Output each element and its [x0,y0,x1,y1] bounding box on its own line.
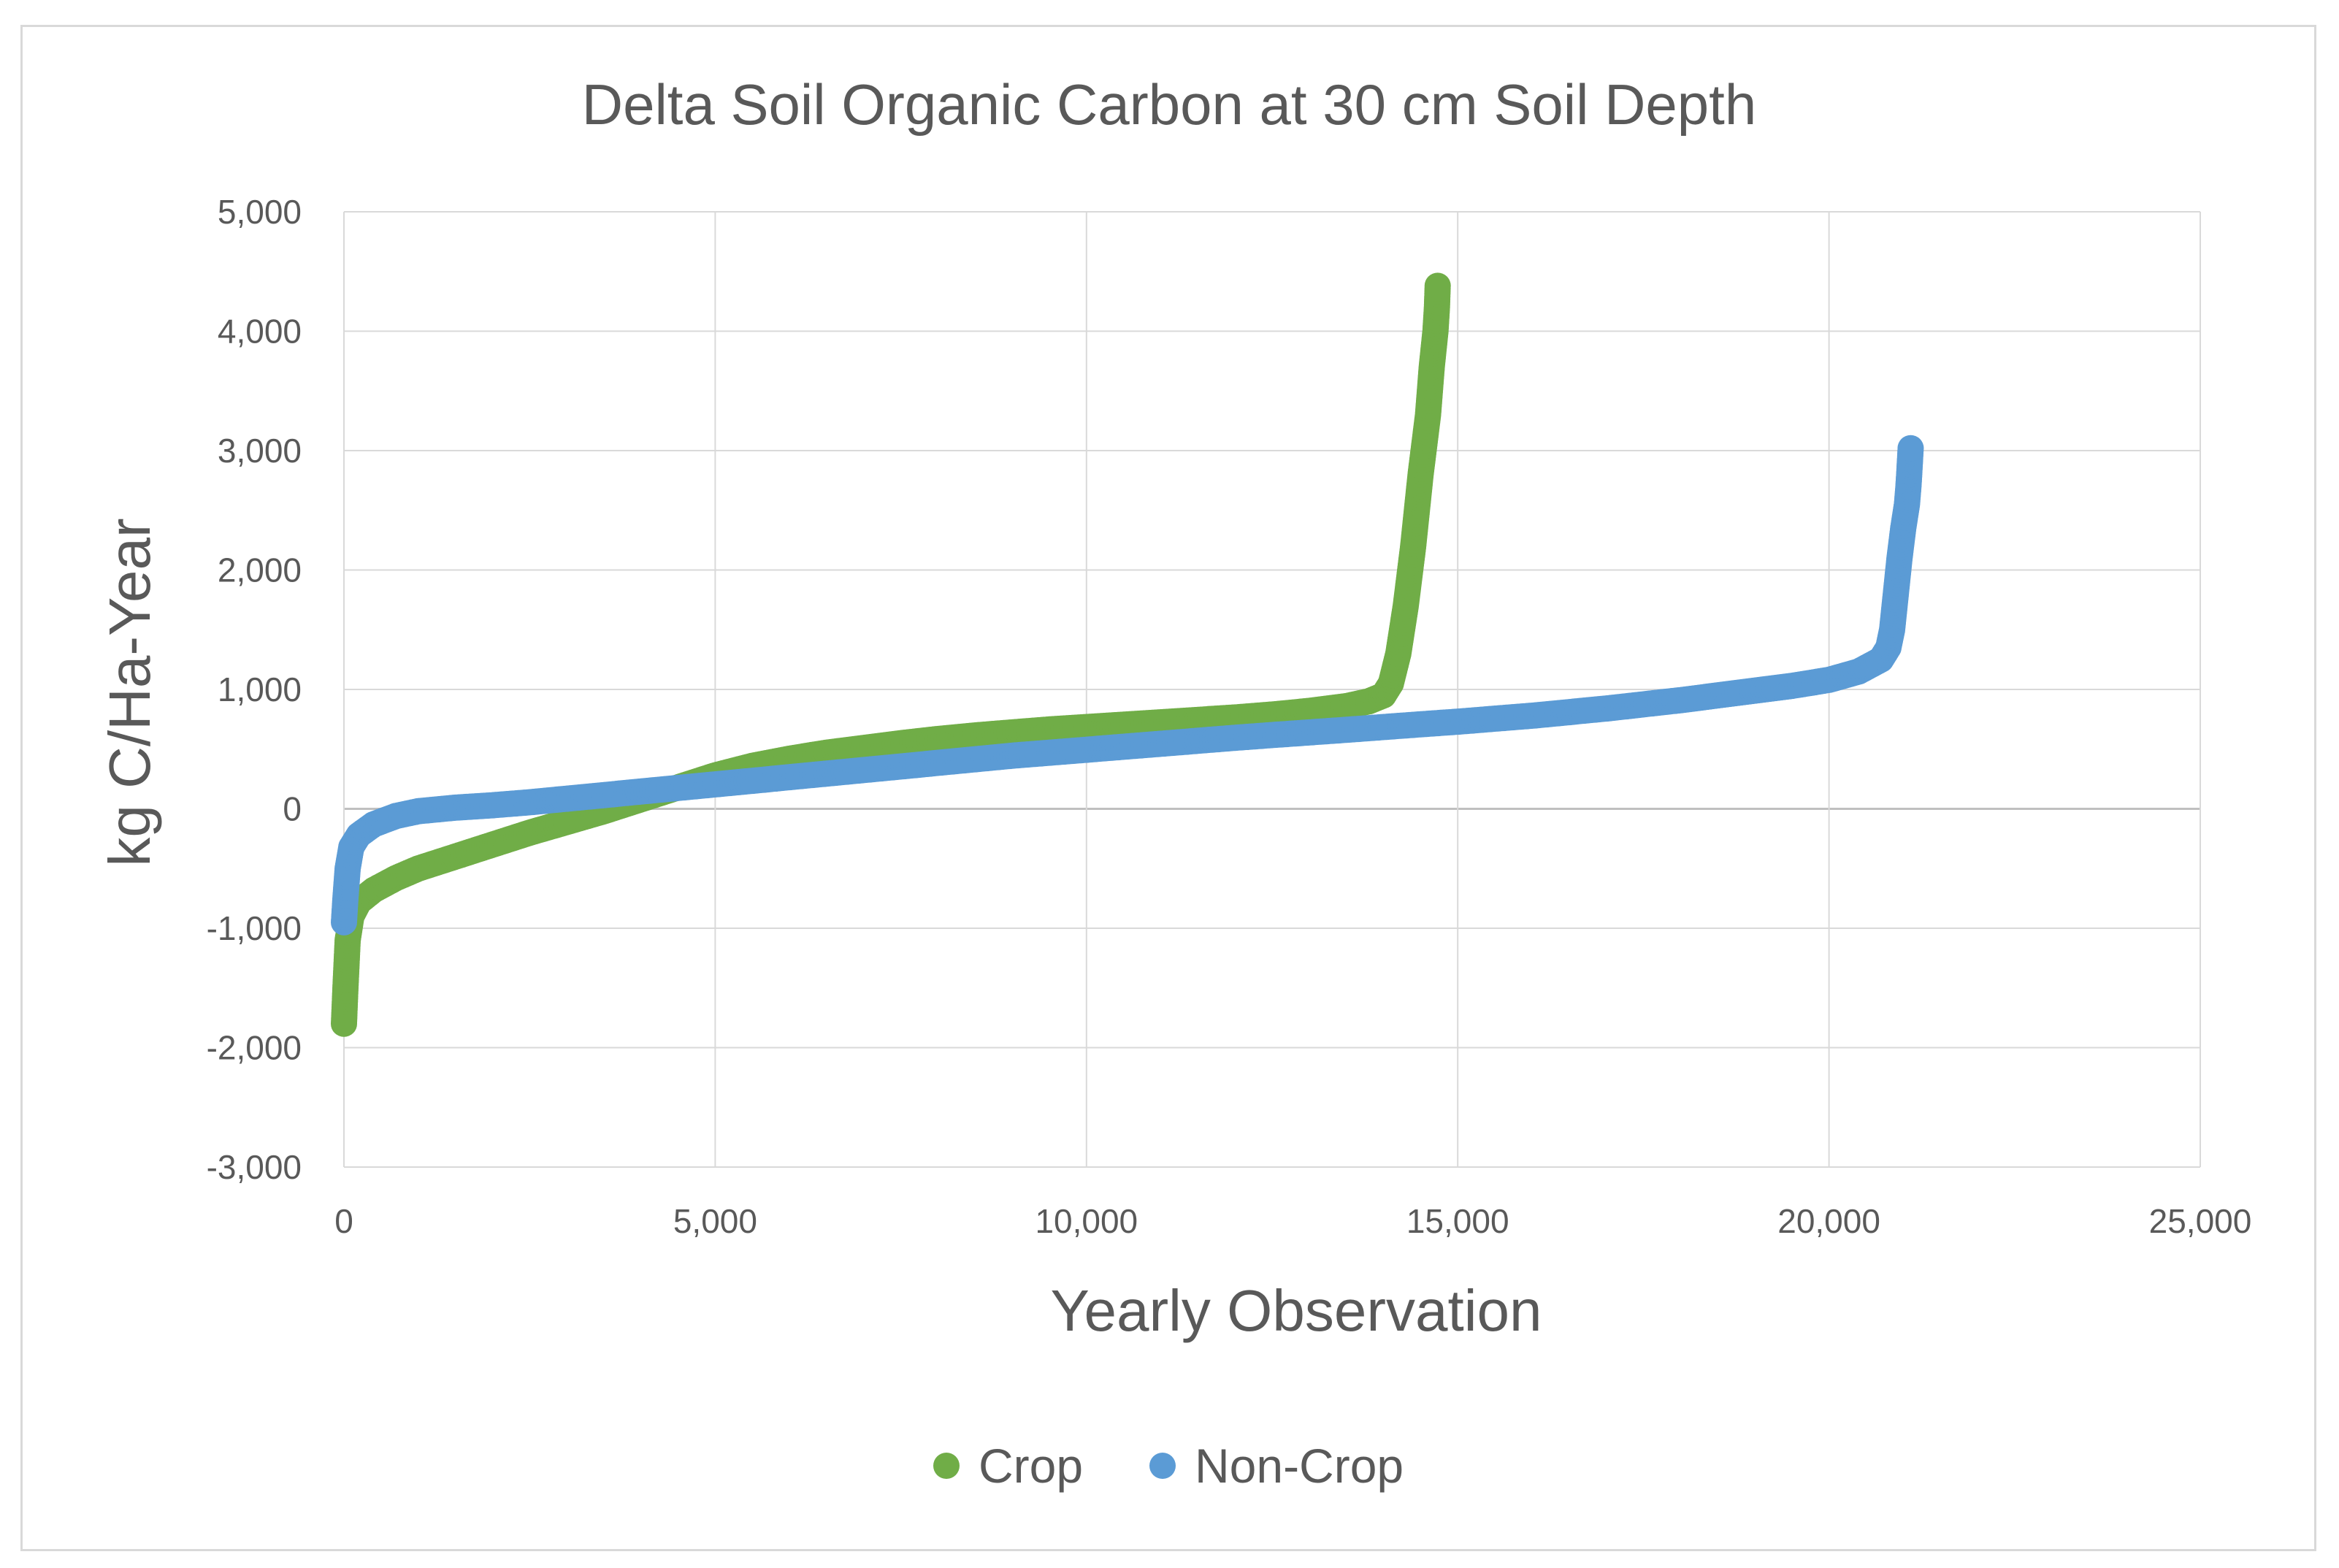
legend-marker [1149,1453,1176,1479]
y-tick-label: 0 [283,790,302,828]
y-axis-title: kg C/Ha-Year [97,518,162,866]
x-tick-label: 20,000 [1777,1202,1880,1240]
y-tick-label: -3,000 [207,1148,302,1186]
x-tick-label: 15,000 [1406,1202,1509,1240]
x-tick-label: 0 [334,1202,353,1240]
series-crop [331,272,1451,1037]
y-tick-label: 1,000 [218,670,302,708]
x-axis-title: Yearly Observation [1051,1278,1542,1343]
series-non-crop [331,435,1924,936]
data-point [1424,272,1451,299]
axes: -3,000 -2,000 -1,000 0 1,000 2,000 3,000 4,000 5… [207,193,2252,1240]
legend-label: Crop [979,1439,1083,1493]
y-tick-label: -2,000 [207,1029,302,1067]
plot-series [331,272,1924,1037]
y-tick-label: 3,000 [218,432,302,470]
y-tick-label: 5,000 [218,193,302,231]
legend-label: Non-Crop [1195,1439,1404,1493]
y-tick-label: 4,000 [218,313,302,351]
x-tick-label: 10,000 [1035,1202,1138,1240]
gridlines [343,211,2201,1168]
legend: Crop Non-Crop [933,1439,1404,1493]
legend-marker [933,1453,960,1479]
y-tick-label: -1,000 [207,909,302,947]
chart-title: Delta Soil Organic Carbon at 30 cm Soil … [582,72,1756,137]
data-point [1897,435,1924,462]
chart-frame [20,25,2316,1551]
y-tick-label: 2,000 [218,551,302,589]
x-tick-label: 25,000 [2149,1202,2252,1240]
x-tick-label: 5,000 [673,1202,757,1240]
